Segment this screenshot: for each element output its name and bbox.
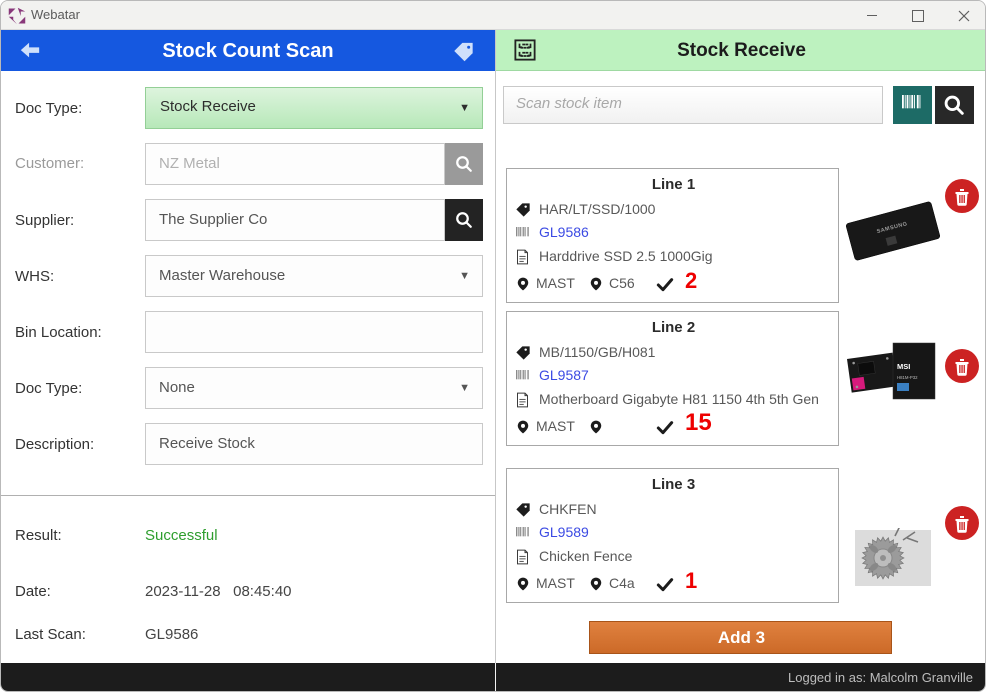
svg-text:MSI: MSI	[897, 362, 910, 371]
svg-text:H81M-P32: H81M-P32	[897, 375, 918, 380]
